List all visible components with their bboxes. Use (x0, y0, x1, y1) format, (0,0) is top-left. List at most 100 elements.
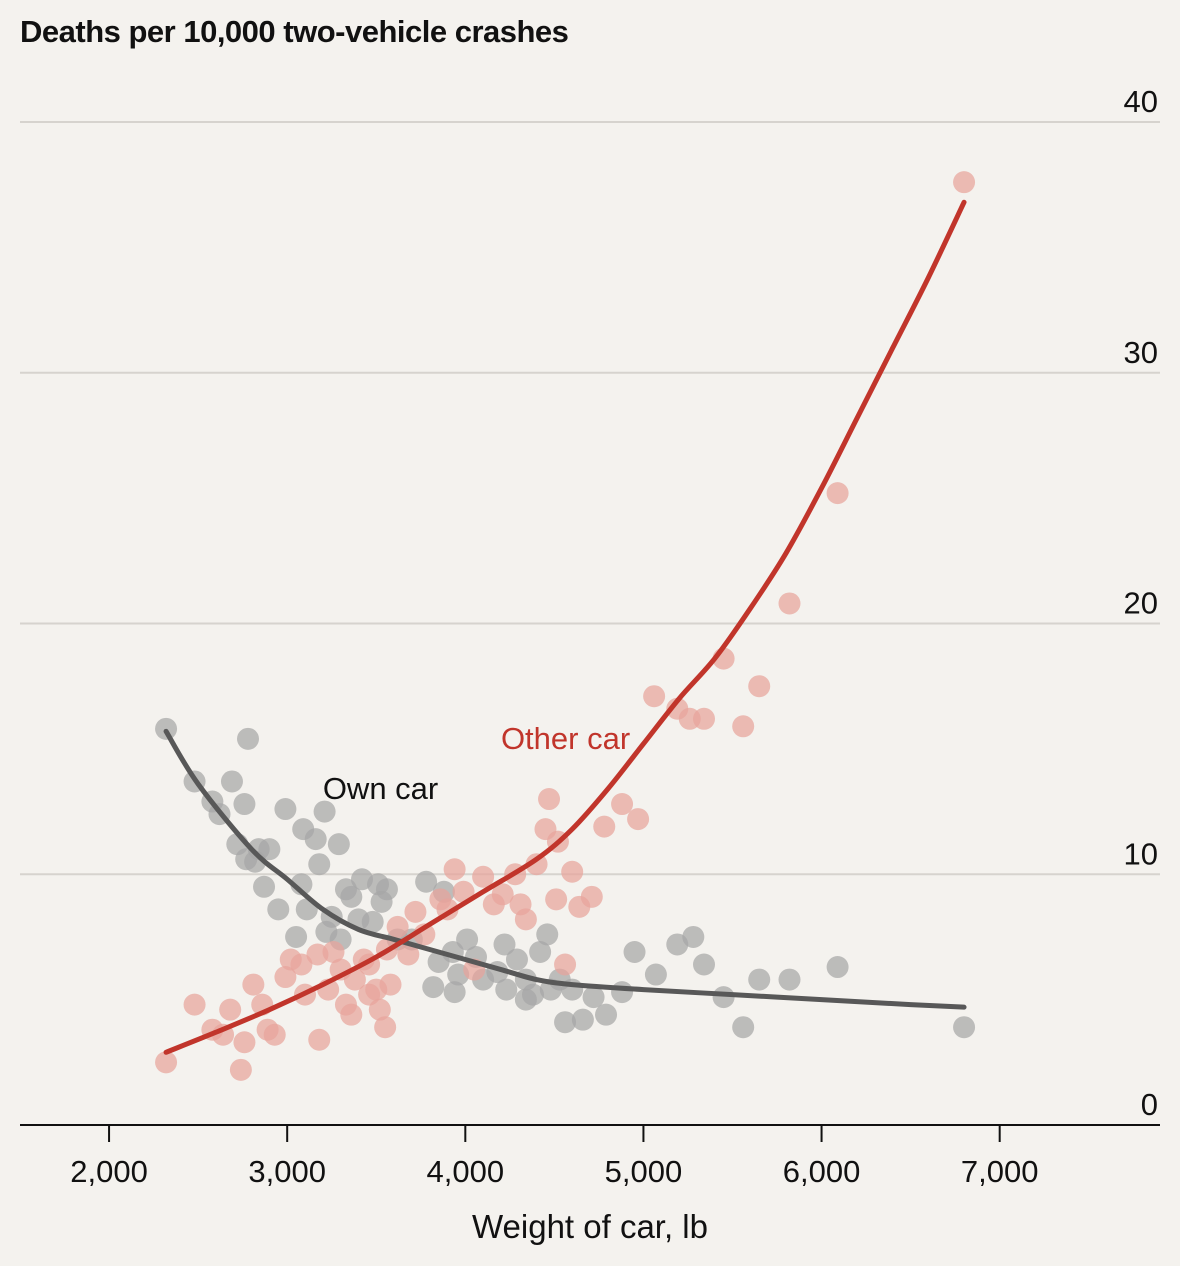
own-car-point (712, 986, 735, 1009)
own-car-point (495, 978, 518, 1001)
other-car-point (308, 1028, 331, 1051)
other-car-point (514, 908, 537, 931)
other-car-point (233, 1031, 256, 1054)
y-tick-label: 20 (1124, 586, 1158, 621)
other-car-point (274, 966, 297, 989)
gridlines (20, 121, 1160, 876)
own-car-point (274, 798, 297, 821)
own-car-point (308, 853, 331, 876)
other-car-point (525, 853, 548, 876)
other-car-point (219, 998, 242, 1021)
own-car-point (327, 833, 350, 856)
x-tick-label: 2,000 (70, 1154, 148, 1189)
own-car-points (155, 717, 976, 1039)
other-car-point (561, 860, 584, 883)
own-car-point (582, 986, 605, 1009)
own-car-point (155, 717, 178, 740)
other-car-point (340, 1003, 363, 1026)
y-tick-label: 40 (1124, 84, 1158, 119)
other-car-point (229, 1058, 252, 1081)
own-car-point (732, 1016, 755, 1039)
own-car-point (748, 968, 771, 991)
x-tick-label: 3,000 (248, 1154, 326, 1189)
other-car-point (580, 885, 603, 908)
x-axis-label: Weight of car, lb (472, 1208, 708, 1245)
other-car-point (155, 1051, 178, 1074)
other-car-point (593, 815, 616, 838)
other-car-point (953, 171, 976, 194)
own-car-point (778, 968, 801, 991)
x-axis: 2,000 3,000 4,000 5,000 6,000 7,000 (20, 1124, 1160, 1189)
other-car-point (611, 793, 634, 816)
own-car-point (233, 793, 256, 816)
chart-title: Deaths per 10,000 two-vehicle crashes (20, 14, 569, 49)
own-car-point (415, 870, 438, 893)
other-car-points (155, 171, 976, 1081)
x-tick-label: 6,000 (783, 1154, 861, 1189)
own-car-point (514, 988, 537, 1011)
other-car-point (397, 943, 420, 966)
x-tick-label: 7,000 (961, 1154, 1039, 1189)
other-car-point (538, 788, 561, 811)
own-car-label: Own car (323, 771, 438, 806)
own-car-point (682, 925, 705, 948)
other-car-point (627, 808, 650, 831)
other-car-point (368, 998, 391, 1021)
other-car-point (443, 858, 466, 881)
other-car-point (242, 973, 265, 996)
other-car-point (386, 915, 409, 938)
other-car-point (472, 865, 495, 888)
own-car-point (623, 940, 646, 963)
own-car-point (267, 898, 290, 921)
other-car-point (404, 900, 427, 923)
series-labels: Own car Other car (323, 721, 630, 806)
other-car-point (183, 993, 206, 1016)
other-car-point (545, 888, 568, 911)
own-car-point (313, 800, 336, 823)
own-car-point (422, 976, 445, 999)
other-car-point (693, 707, 715, 730)
own-car-point (340, 885, 363, 908)
y-tick-label: 0 (1141, 1087, 1158, 1122)
other-car-point (732, 715, 755, 738)
other-car-point (322, 940, 345, 963)
own-car-point (644, 963, 667, 986)
own-car-point (505, 948, 528, 971)
x-tick-label: 5,000 (605, 1154, 683, 1189)
own-car-point (611, 981, 634, 1004)
own-car-point (361, 910, 384, 933)
own-car-point (443, 981, 466, 1004)
own-car-point (693, 953, 715, 976)
other-car-point (379, 973, 402, 996)
own-car-trend-line (163, 728, 967, 1010)
other-car-point (554, 953, 577, 976)
trend-curves (163, 199, 967, 1055)
own-car-point (826, 956, 849, 979)
other-car-point (826, 482, 849, 505)
other-car-point (452, 880, 475, 903)
other-car-point (491, 883, 514, 906)
own-car-point (237, 727, 259, 750)
own-car-point (456, 928, 479, 951)
other-car-point (374, 1016, 397, 1039)
own-car-point (953, 1016, 976, 1039)
other-car-label: Other car (501, 721, 630, 756)
x-tick-label: 4,000 (427, 1154, 505, 1189)
own-car-point (493, 933, 516, 956)
other-car-trend-line (163, 199, 967, 1055)
own-car-point (554, 1011, 577, 1034)
other-car-point (290, 953, 313, 976)
other-car-point (748, 675, 771, 698)
own-car-point (571, 1008, 594, 1031)
own-car-point (220, 770, 243, 793)
own-car-point (304, 828, 327, 851)
other-car-point (778, 592, 801, 615)
own-car-point (370, 890, 393, 913)
own-car-point (536, 923, 559, 946)
y-axis-tick-labels: 0 10 20 30 40 (1124, 84, 1158, 1122)
own-car-point (595, 1003, 618, 1026)
own-car-point (253, 875, 276, 898)
other-car-point (643, 685, 666, 708)
own-car-point (285, 925, 308, 948)
